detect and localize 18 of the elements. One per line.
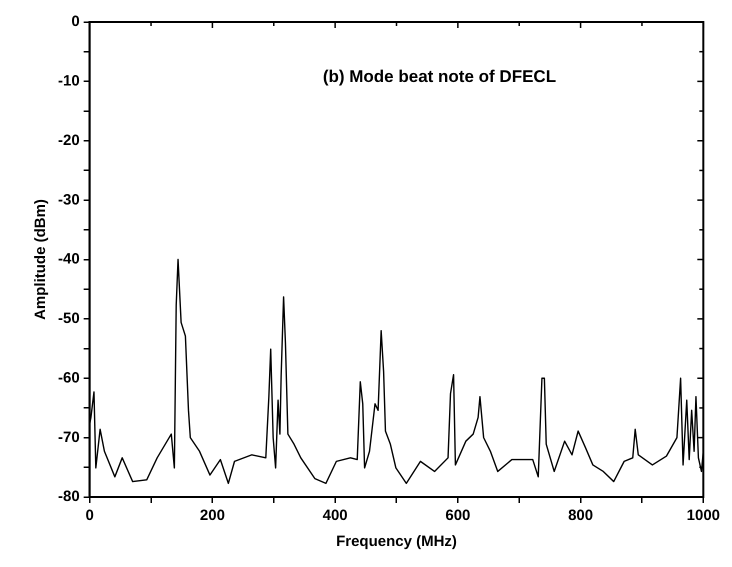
y-tick-label: -50 <box>58 310 80 328</box>
y-tick-label: -40 <box>58 250 80 268</box>
y-axis-title: Amplitude (dBm) <box>32 199 50 320</box>
x-tick-label: 800 <box>568 507 594 524</box>
x-axis-title: Frequency (MHz) <box>336 533 457 550</box>
y-tick-label: -20 <box>58 132 80 149</box>
x-tick-label: 400 <box>322 507 348 524</box>
annotation: (b) Mode beat note of DFECL <box>322 67 556 86</box>
y-tick-label: -70 <box>58 428 80 446</box>
x-tick-label: 1000 <box>686 507 720 524</box>
x-tick-label: 600 <box>445 507 470 524</box>
y-tick-label: 0 <box>71 13 80 30</box>
y-tick-label: -80 <box>58 488 80 506</box>
x-tick-label: 0 <box>86 507 94 524</box>
x-tick-label: 200 <box>200 507 225 524</box>
y-tick-label: -60 <box>58 369 80 386</box>
y-tick-label: -30 <box>58 191 80 208</box>
y-tick-label: -10 <box>58 72 80 90</box>
